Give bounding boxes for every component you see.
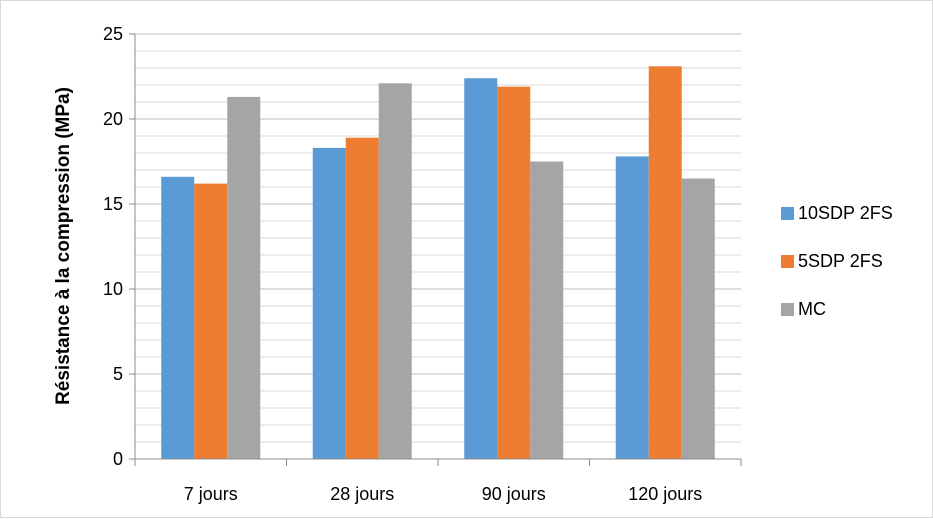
y-tick-labels: 0 5 10 15 20 25	[103, 24, 123, 469]
bars	[161, 66, 715, 459]
bar	[530, 162, 563, 460]
y-tick-label: 0	[113, 449, 123, 469]
legend-label: 10SDP 2FS	[798, 203, 893, 223]
bar	[616, 156, 649, 459]
x-tick-labels: 7 jours 28 jours 90 jours 120 jours	[184, 484, 703, 504]
y-tick-label: 5	[113, 364, 123, 384]
legend-swatch	[781, 303, 794, 316]
y-tick-label: 15	[103, 194, 123, 214]
y-axis-label: Résistance à la compression (MPa)	[53, 87, 74, 405]
bar	[346, 138, 379, 459]
x-tick-label: 90 jours	[482, 484, 546, 504]
bar	[379, 83, 412, 459]
legend-label: 5SDP 2FS	[798, 251, 883, 271]
x-tick-label: 120 jours	[628, 484, 702, 504]
legend-label: MC	[798, 299, 826, 319]
bar	[464, 78, 497, 459]
y-tick-label: 25	[103, 24, 123, 44]
bar	[313, 148, 346, 459]
legend: 10SDP 2FS 5SDP 2FS MC	[781, 203, 893, 319]
y-tick-label: 20	[103, 109, 123, 129]
legend-swatch	[781, 255, 794, 268]
x-tick-label: 28 jours	[330, 484, 394, 504]
bar	[497, 87, 530, 459]
bar	[161, 177, 194, 459]
x-tick-label: 7 jours	[184, 484, 238, 504]
bar	[649, 66, 682, 459]
bar	[194, 184, 227, 459]
y-tick-label: 10	[103, 279, 123, 299]
legend-swatch	[781, 207, 794, 220]
bar	[682, 179, 715, 460]
bar	[227, 97, 260, 459]
